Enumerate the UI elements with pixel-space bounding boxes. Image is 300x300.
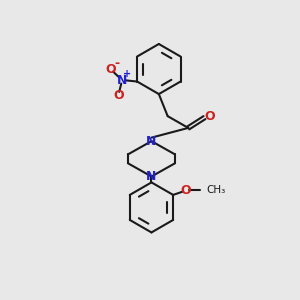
Text: -: - <box>114 57 119 70</box>
Text: O: O <box>114 89 124 102</box>
Text: O: O <box>105 63 116 76</box>
Text: +: + <box>123 69 131 79</box>
Text: CH₃: CH₃ <box>207 185 226 196</box>
Text: N: N <box>146 170 157 183</box>
Text: O: O <box>180 184 191 197</box>
Text: O: O <box>205 110 215 123</box>
Text: N: N <box>146 135 157 148</box>
Text: N: N <box>117 74 127 87</box>
